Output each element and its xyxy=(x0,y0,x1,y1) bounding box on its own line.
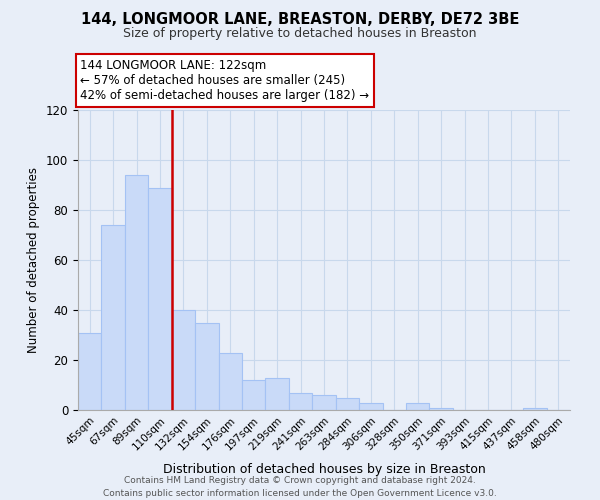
Text: Contains HM Land Registry data © Crown copyright and database right 2024.
Contai: Contains HM Land Registry data © Crown c… xyxy=(103,476,497,498)
Bar xyxy=(101,225,125,410)
Bar xyxy=(242,380,265,410)
Text: Size of property relative to detached houses in Breaston: Size of property relative to detached ho… xyxy=(123,28,477,40)
Text: 144 LONGMOOR LANE: 122sqm
← 57% of detached houses are smaller (245)
42% of semi: 144 LONGMOOR LANE: 122sqm ← 57% of detac… xyxy=(80,59,370,102)
Text: 144, LONGMOOR LANE, BREASTON, DERBY, DE72 3BE: 144, LONGMOOR LANE, BREASTON, DERBY, DE7… xyxy=(81,12,519,28)
Bar xyxy=(218,352,242,410)
Y-axis label: Number of detached properties: Number of detached properties xyxy=(28,167,40,353)
Bar xyxy=(172,310,195,410)
Bar xyxy=(78,332,101,410)
Bar xyxy=(312,395,336,410)
Bar xyxy=(336,398,359,410)
Bar xyxy=(289,392,312,410)
Bar xyxy=(523,408,547,410)
Bar xyxy=(430,408,453,410)
Bar xyxy=(148,188,172,410)
X-axis label: Distribution of detached houses by size in Breaston: Distribution of detached houses by size … xyxy=(163,463,485,476)
Bar xyxy=(265,378,289,410)
Bar xyxy=(195,322,218,410)
Bar xyxy=(125,175,148,410)
Bar xyxy=(406,402,430,410)
Bar xyxy=(359,402,383,410)
